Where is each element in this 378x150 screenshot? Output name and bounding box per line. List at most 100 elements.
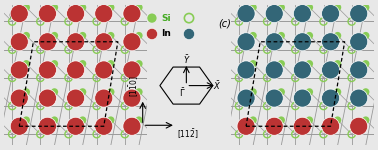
Circle shape xyxy=(67,33,85,51)
Circle shape xyxy=(123,61,141,79)
Circle shape xyxy=(322,5,339,23)
Circle shape xyxy=(237,89,255,107)
Circle shape xyxy=(123,5,141,23)
Text: [11$\bar{2}$]: [11$\bar{2}$] xyxy=(177,127,199,141)
Circle shape xyxy=(249,88,257,96)
Circle shape xyxy=(146,28,158,40)
Text: (a): (a) xyxy=(8,9,22,19)
Circle shape xyxy=(79,88,86,96)
Circle shape xyxy=(362,60,369,67)
Circle shape xyxy=(39,5,56,23)
Circle shape xyxy=(107,60,115,67)
Circle shape xyxy=(10,33,28,51)
Text: In: In xyxy=(161,30,171,39)
Circle shape xyxy=(10,5,28,23)
Circle shape xyxy=(79,4,86,11)
Circle shape xyxy=(67,89,85,107)
Circle shape xyxy=(249,116,257,124)
Circle shape xyxy=(10,61,28,79)
Circle shape xyxy=(350,5,368,23)
Circle shape xyxy=(265,5,283,23)
Circle shape xyxy=(350,33,368,51)
Circle shape xyxy=(322,61,339,79)
Circle shape xyxy=(334,60,341,67)
Circle shape xyxy=(23,60,30,67)
Circle shape xyxy=(135,32,143,39)
Circle shape xyxy=(107,32,115,39)
Circle shape xyxy=(334,4,341,11)
Circle shape xyxy=(249,32,257,39)
Circle shape xyxy=(107,4,115,11)
Circle shape xyxy=(51,60,58,67)
Circle shape xyxy=(67,5,85,23)
Circle shape xyxy=(334,116,341,124)
Circle shape xyxy=(23,32,30,39)
Text: (b): (b) xyxy=(235,9,249,19)
Text: [1$\bar{1}$0]: [1$\bar{1}$0] xyxy=(127,76,141,98)
Circle shape xyxy=(135,88,143,96)
Circle shape xyxy=(95,5,113,23)
Circle shape xyxy=(350,61,368,79)
Text: Si: Si xyxy=(161,14,171,23)
Circle shape xyxy=(237,61,255,79)
Circle shape xyxy=(39,117,56,135)
Circle shape xyxy=(135,60,143,67)
Circle shape xyxy=(237,33,255,51)
Circle shape xyxy=(293,5,311,23)
Circle shape xyxy=(23,88,30,96)
Circle shape xyxy=(95,117,113,135)
Text: $\bar{\Gamma}$: $\bar{\Gamma}$ xyxy=(179,86,186,99)
Circle shape xyxy=(183,28,195,40)
Circle shape xyxy=(306,32,313,39)
Circle shape xyxy=(79,32,86,39)
Circle shape xyxy=(135,116,143,124)
Circle shape xyxy=(334,88,341,96)
Circle shape xyxy=(95,89,113,107)
Circle shape xyxy=(362,4,369,11)
Circle shape xyxy=(293,117,311,135)
Circle shape xyxy=(306,4,313,11)
Circle shape xyxy=(10,89,28,107)
Circle shape xyxy=(123,117,141,135)
Circle shape xyxy=(39,89,56,107)
Circle shape xyxy=(39,33,56,51)
Circle shape xyxy=(265,33,283,51)
Circle shape xyxy=(107,116,115,124)
Circle shape xyxy=(293,33,311,51)
Circle shape xyxy=(107,88,115,96)
Circle shape xyxy=(265,117,283,135)
Circle shape xyxy=(277,116,285,124)
Circle shape xyxy=(265,89,283,107)
Circle shape xyxy=(362,32,369,39)
Circle shape xyxy=(67,117,85,135)
Circle shape xyxy=(237,5,255,23)
Circle shape xyxy=(249,4,257,11)
Circle shape xyxy=(95,33,113,51)
Circle shape xyxy=(23,4,30,11)
Circle shape xyxy=(51,116,58,124)
Circle shape xyxy=(306,60,313,67)
Circle shape xyxy=(334,32,341,39)
Circle shape xyxy=(350,89,368,107)
Text: $\bar{Y}$: $\bar{Y}$ xyxy=(183,54,190,66)
Circle shape xyxy=(322,89,339,107)
Circle shape xyxy=(123,89,141,107)
Circle shape xyxy=(79,60,86,67)
Circle shape xyxy=(67,61,85,79)
Circle shape xyxy=(123,33,141,51)
Circle shape xyxy=(362,116,369,124)
Circle shape xyxy=(322,33,339,51)
Circle shape xyxy=(135,4,143,11)
Circle shape xyxy=(306,116,313,124)
Circle shape xyxy=(277,88,285,96)
Circle shape xyxy=(265,61,283,79)
Circle shape xyxy=(39,61,56,79)
Circle shape xyxy=(306,88,313,96)
Text: (c): (c) xyxy=(218,18,231,28)
Text: $\bar{X}$: $\bar{X}$ xyxy=(214,79,222,92)
Circle shape xyxy=(350,117,368,135)
Circle shape xyxy=(79,116,86,124)
Circle shape xyxy=(23,116,30,124)
Circle shape xyxy=(277,32,285,39)
Circle shape xyxy=(322,117,339,135)
